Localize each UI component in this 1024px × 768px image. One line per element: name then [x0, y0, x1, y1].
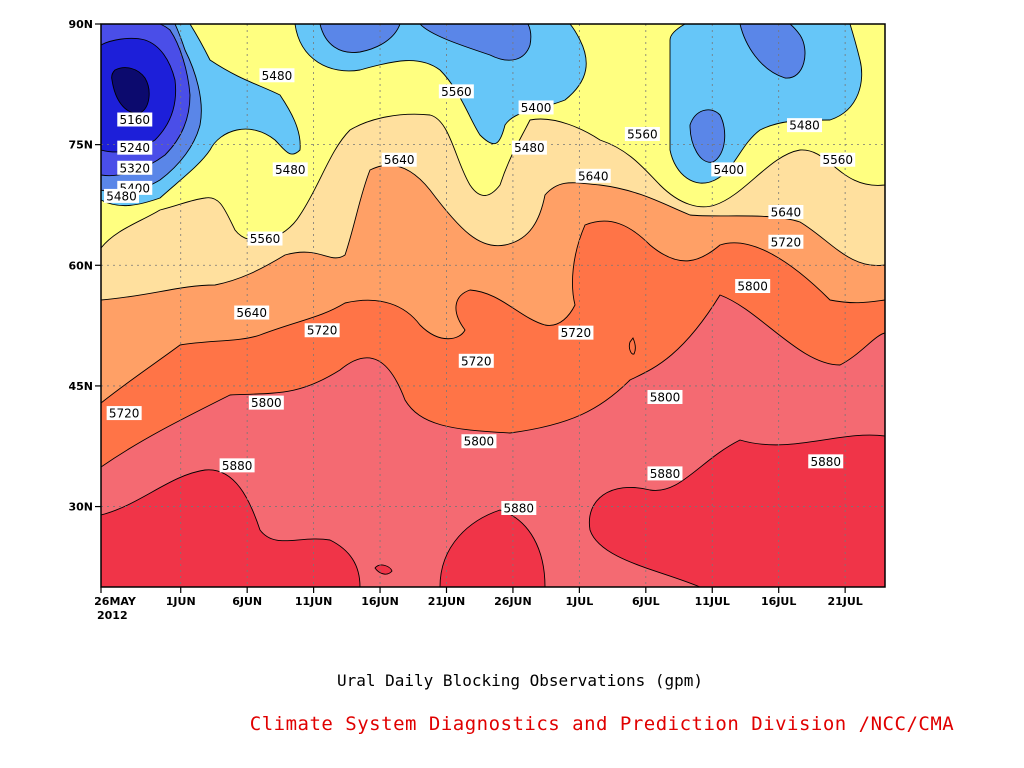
contour-label: 5560: [820, 152, 856, 167]
contour-label-text: 5560: [822, 153, 853, 167]
x-tick-label: 1JUN: [166, 595, 196, 608]
contour-label: 5640: [575, 168, 611, 183]
contour-label: 5560: [624, 126, 660, 141]
contour-label: 5800: [647, 389, 683, 404]
x-tick-label: 21JUN: [428, 595, 466, 608]
x-year-label: 2012: [97, 609, 128, 622]
x-tick-label: 26JUN: [494, 595, 532, 608]
contour-label-text: 5880: [650, 467, 681, 481]
contour-chart: 5160 5240 5320 5400 5480 5480 5560 5400 5480 5480…: [68, 18, 886, 622]
x-tick-label: 21JUL: [827, 595, 862, 608]
contour-label-text: 5560: [441, 85, 472, 99]
x-tick-label: 1JUL: [566, 595, 594, 608]
contour-label: 5400: [711, 162, 747, 177]
contour-label: 5800: [248, 395, 284, 410]
contour-label: 5160: [117, 112, 153, 127]
contour-label-text: 5720: [561, 326, 592, 340]
grid-lines: [101, 24, 885, 587]
x-tick-label: 6JUN: [232, 595, 262, 608]
contour-label-text: 5480: [275, 163, 306, 177]
contour-label: 5400: [518, 100, 554, 115]
contour-label-text: 5800: [251, 396, 282, 410]
contour-label: 5720: [304, 323, 340, 338]
contour-label-text: 5400: [713, 163, 744, 177]
contour-label-text: 5640: [236, 306, 267, 320]
contour-label-text: 5720: [307, 324, 338, 338]
contour-label: 5640: [381, 152, 417, 167]
contour-label-text: 5880: [222, 459, 253, 473]
contour-band: [111, 67, 150, 114]
contour-label-text: 5720: [109, 407, 140, 421]
x-tick-label: 16JUN: [361, 595, 399, 608]
contour-label-text: 5800: [650, 390, 681, 404]
contour-label: 5880: [501, 500, 537, 515]
contour-label-text: 5720: [771, 235, 802, 249]
contour-label: 5560: [438, 84, 474, 99]
contour-label: 5480: [259, 68, 295, 83]
contour-label-text: 5480: [262, 69, 293, 83]
x-axis: 26MAY 1JUN 6JUN 11JUN 16JUN 21JUN 26JUN 1JUL 6JU…: [94, 587, 863, 622]
plot-frame: [100, 23, 886, 588]
contour-label-text: 5560: [627, 127, 658, 141]
y-tick-label: 75N: [68, 139, 93, 152]
contour-band: [689, 109, 726, 163]
contour-label-text: 5800: [737, 280, 768, 294]
contour-label: 5640: [768, 205, 804, 220]
contour-label-text: 5480: [789, 119, 820, 133]
contour-label: 5880: [808, 454, 844, 469]
contour-labels: 5160 5240 5320 5400 5480 5480 5560 5400 5480 5480…: [103, 68, 856, 515]
contour-band: [419, 24, 532, 61]
contour-label-text: 5320: [120, 161, 151, 175]
chart-title: Ural Daily Blocking Observations (gpm): [336, 671, 704, 690]
contour-label: 5480: [103, 188, 139, 203]
contour-label-text: 5640: [578, 169, 609, 183]
x-tick-label: 11JUN: [295, 595, 333, 608]
contour-label-text: 5640: [771, 206, 802, 220]
contour-label: 5640: [234, 305, 270, 320]
contour-label-text: 5480: [514, 141, 545, 155]
contour-label: 5480: [511, 140, 547, 155]
contour-label: 5560: [247, 231, 283, 246]
contour-label: 5720: [106, 406, 142, 421]
contour-label-text: 5800: [464, 435, 495, 449]
x-tick-label: 26MAY: [94, 595, 137, 608]
contour-label-text: 5880: [504, 501, 535, 515]
contour-label: 5880: [219, 458, 255, 473]
contour-label: 5800: [735, 279, 771, 294]
credit-line: Climate System Diagnostics and Predictio…: [249, 713, 955, 735]
x-tick-label: 6JUL: [632, 595, 660, 608]
y-axis: 30N 45N 60N 75N 90N: [68, 18, 101, 514]
contour-label: 5880: [647, 466, 683, 481]
contour-label: 5720: [768, 234, 804, 249]
y-tick-label: 30N: [68, 501, 93, 514]
y-tick-label: 45N: [68, 380, 93, 393]
contour-band: [628, 337, 636, 355]
contour-label-text: 5160: [120, 113, 151, 127]
contour-label: 5800: [461, 434, 497, 449]
contour-label-text: 5480: [106, 189, 137, 203]
contour-label-text: 5640: [384, 153, 415, 167]
contour-label: 5480: [272, 162, 308, 177]
y-tick-label: 60N: [68, 259, 93, 272]
contour-label-text: 5400: [521, 101, 552, 115]
y-tick-label: 90N: [68, 18, 93, 31]
contour-band: [739, 24, 806, 79]
contour-label-text: 5560: [250, 232, 281, 246]
x-tick-label: 16JUL: [761, 595, 796, 608]
contour-label: 5240: [117, 140, 153, 155]
x-tick-label: 11JUL: [695, 595, 730, 608]
contour-label: 5480: [786, 118, 822, 133]
contour-label: 5720: [458, 353, 494, 368]
contour-label: 5320: [117, 160, 153, 175]
contour-label-text: 5240: [120, 141, 151, 155]
contour-label-text: 5880: [810, 455, 841, 469]
contour-label: 5720: [558, 325, 594, 340]
contour-label-text: 5720: [461, 354, 492, 368]
